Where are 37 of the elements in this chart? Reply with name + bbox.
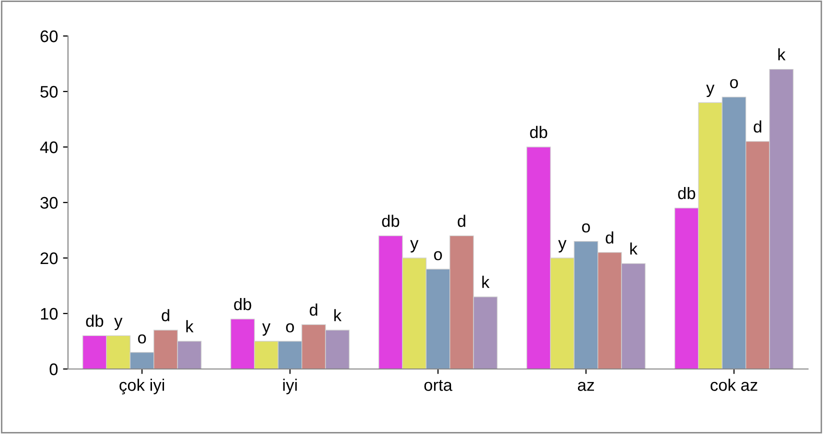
x-tick-label: iyi bbox=[283, 378, 297, 394]
text: o bbox=[434, 251, 442, 260]
y-tick-label: 10 bbox=[41, 308, 58, 320]
text: o bbox=[286, 323, 294, 332]
text: o bbox=[138, 334, 146, 344]
text: d bbox=[458, 214, 466, 227]
series-label: k bbox=[186, 320, 194, 332]
y-tick-label: 20 bbox=[40, 252, 58, 264]
text: db bbox=[530, 126, 548, 138]
y-tick-label: 40 bbox=[40, 141, 58, 154]
x-tick-label: az bbox=[578, 382, 594, 391]
y-tick-label: 50 bbox=[40, 86, 58, 98]
y-tick-label: 30 bbox=[40, 196, 58, 209]
y-tick-label: 60 bbox=[40, 30, 58, 42]
y-tick-label: 0 bbox=[50, 363, 58, 376]
text: k bbox=[334, 309, 342, 322]
text: d bbox=[754, 120, 762, 133]
series-label: y bbox=[706, 84, 714, 98]
x-tick-label: orta bbox=[424, 380, 452, 391]
text: d bbox=[310, 304, 318, 316]
text: y bbox=[558, 240, 566, 252]
x-tick-label: çok iyi bbox=[120, 378, 164, 394]
text: db bbox=[678, 186, 696, 200]
series-label: d bbox=[162, 309, 170, 322]
text: k bbox=[778, 48, 786, 60]
series-label: o bbox=[582, 223, 590, 233]
text: k bbox=[630, 242, 638, 255]
text: y bbox=[262, 323, 270, 336]
text: k bbox=[482, 276, 490, 288]
text: db bbox=[382, 214, 400, 227]
text: db bbox=[234, 298, 252, 310]
text: y bbox=[114, 318, 122, 330]
text: d bbox=[606, 231, 614, 244]
text: y bbox=[410, 240, 418, 252]
text: o bbox=[730, 79, 738, 88]
x-tick-label: cok az bbox=[710, 378, 758, 391]
series-label: db bbox=[86, 314, 104, 327]
